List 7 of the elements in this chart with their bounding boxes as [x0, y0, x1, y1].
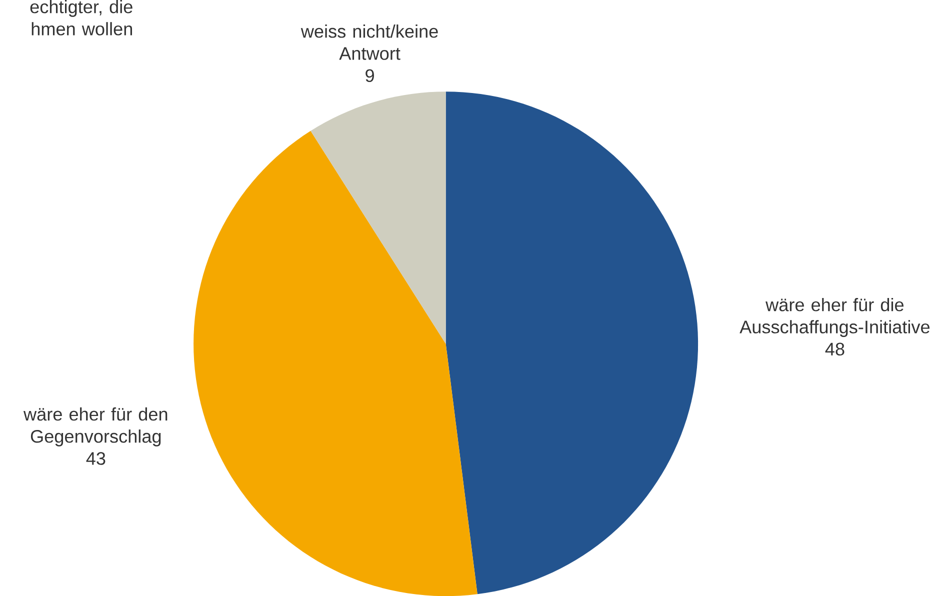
slice-label: weiss nicht/keine Antwort: [300, 24, 438, 60]
data-label: 43: [86, 452, 106, 465]
slice-label: wäre eher für die Ausschaffungs-Initiative: [740, 298, 930, 337]
slice-label: wäre eher für den Gegenvorschlag: [23, 407, 168, 446]
text: echtigter, die hmen wollen: [30, 0, 132, 36]
data-label: 48: [825, 342, 844, 356]
data-label: 9: [366, 69, 374, 82]
